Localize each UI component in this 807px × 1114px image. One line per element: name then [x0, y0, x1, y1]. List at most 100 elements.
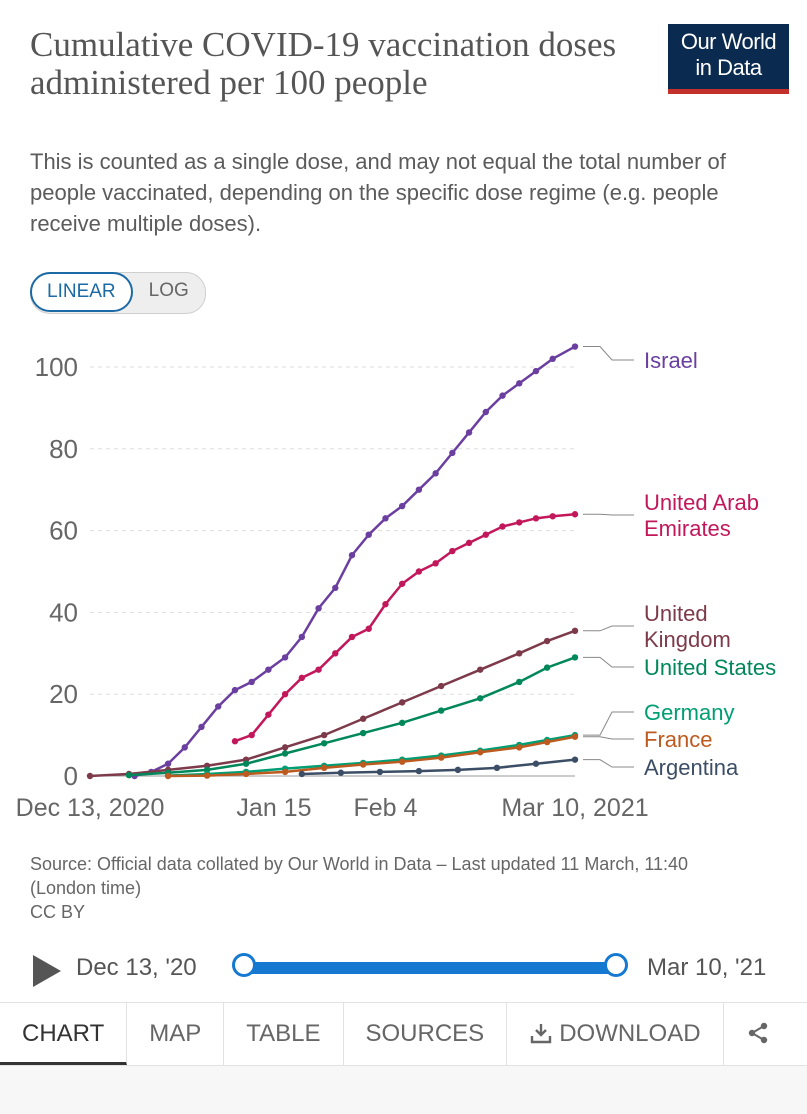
x-tick-label: Mar 10, 2021 [501, 794, 648, 822]
data-point [376, 768, 384, 776]
timeline-end-handle[interactable] [604, 953, 628, 977]
data-point [125, 771, 133, 779]
data-point [86, 772, 94, 780]
data-point [532, 760, 540, 767]
logo-line-2: in Data [695, 55, 762, 80]
share-button[interactable] [724, 1003, 778, 1065]
tab-bar: CHART MAP TABLE SOURCES DOWNLOAD [0, 1002, 807, 1066]
data-point [432, 470, 439, 477]
data-point [231, 738, 239, 745]
y-tick-label: 100 [35, 352, 78, 382]
series-line-0 [134, 345, 576, 778]
data-point [571, 343, 579, 350]
data-point [482, 531, 490, 538]
data-point [315, 666, 322, 673]
timeline-start-handle[interactable] [232, 953, 256, 977]
data-point [181, 744, 188, 751]
data-point [398, 699, 406, 706]
footer-strip [0, 1066, 807, 1114]
data-point [438, 707, 445, 714]
data-point [382, 601, 389, 608]
data-point [438, 754, 445, 761]
data-point [332, 650, 339, 657]
data-point [198, 723, 205, 731]
tab-table[interactable]: TABLE [224, 1003, 344, 1065]
label-leader-line [583, 346, 634, 361]
data-point [298, 770, 306, 778]
label-leader-line [583, 625, 634, 632]
data-point [248, 731, 255, 739]
data-point [242, 760, 250, 767]
data-point [571, 733, 579, 740]
data-point [516, 380, 523, 387]
series-line-3 [128, 656, 576, 777]
data-point [543, 738, 551, 746]
data-point [549, 513, 556, 520]
data-point [465, 429, 473, 436]
data-point [281, 654, 289, 661]
data-point [298, 633, 306, 641]
series-label: United Arab [644, 490, 759, 515]
license-text[interactable]: CC BY [30, 902, 86, 922]
data-point [499, 392, 506, 399]
data-point [398, 719, 406, 727]
x-tick-label: Feb 4 [353, 794, 417, 822]
timeline-end-label: Mar 10, '21 [647, 954, 767, 981]
data-point [477, 749, 484, 756]
label-leader-line [583, 513, 634, 516]
tab-chart[interactable]: CHART [0, 1003, 128, 1065]
data-point [348, 633, 356, 641]
data-point [477, 695, 484, 702]
data-point [215, 703, 222, 710]
series-label: Argentina [644, 755, 739, 780]
x-tick-label: Dec 13, 2020 [16, 794, 165, 822]
data-point [398, 502, 406, 510]
data-point [516, 519, 523, 526]
data-point [571, 627, 579, 635]
owid-logo[interactable]: Our World in Data [668, 24, 789, 94]
data-point [365, 625, 372, 632]
series-label: Emirates [644, 516, 731, 541]
tab-download-label: DOWNLOAD [559, 1020, 701, 1047]
data-point [454, 766, 462, 774]
download-icon [530, 1024, 552, 1044]
tab-map[interactable]: MAP [127, 1003, 225, 1065]
data-point [281, 750, 289, 757]
data-point [493, 764, 501, 772]
data-point [398, 758, 406, 765]
data-point [281, 744, 289, 751]
data-point [449, 547, 456, 555]
data-point [571, 511, 579, 518]
label-leader-line [583, 656, 634, 668]
data-point [432, 560, 439, 567]
data-point [516, 650, 523, 657]
series-label: Kingdom [644, 627, 731, 652]
data-point [320, 731, 328, 739]
data-point [465, 539, 473, 547]
timeline-start-label: Dec 13, '20 [76, 954, 197, 981]
log-scale-button[interactable]: LOG [148, 280, 189, 301]
y-tick-label: 60 [49, 516, 78, 546]
series-label: Israel [644, 348, 698, 373]
label-leader-line [583, 759, 634, 768]
play-icon[interactable] [33, 955, 61, 987]
source-text: Source: Official data collated by Our Wo… [30, 854, 689, 898]
data-point [415, 568, 423, 575]
series-line-2 [89, 629, 576, 778]
timeline-track[interactable] [244, 962, 616, 974]
data-point [571, 756, 579, 763]
tab-sources[interactable]: SOURCES [344, 1003, 508, 1065]
data-point [571, 654, 579, 661]
data-point [382, 515, 389, 522]
label-leader-line [583, 736, 634, 740]
data-point [415, 767, 423, 775]
line-chart: 0 20 40 60 80 100 Dec 13, 2020 Jan 15 Feb 4 Mar 1… [16, 343, 776, 822]
data-point [315, 605, 322, 612]
data-point [298, 674, 306, 682]
data-point [242, 770, 250, 778]
series-label: France [644, 727, 712, 752]
tab-chart-label: CHART [22, 1020, 105, 1047]
tab-download[interactable]: DOWNLOAD [507, 1003, 724, 1065]
data-point [449, 449, 456, 457]
linear-scale-button[interactable]: LINEAR [30, 272, 133, 312]
